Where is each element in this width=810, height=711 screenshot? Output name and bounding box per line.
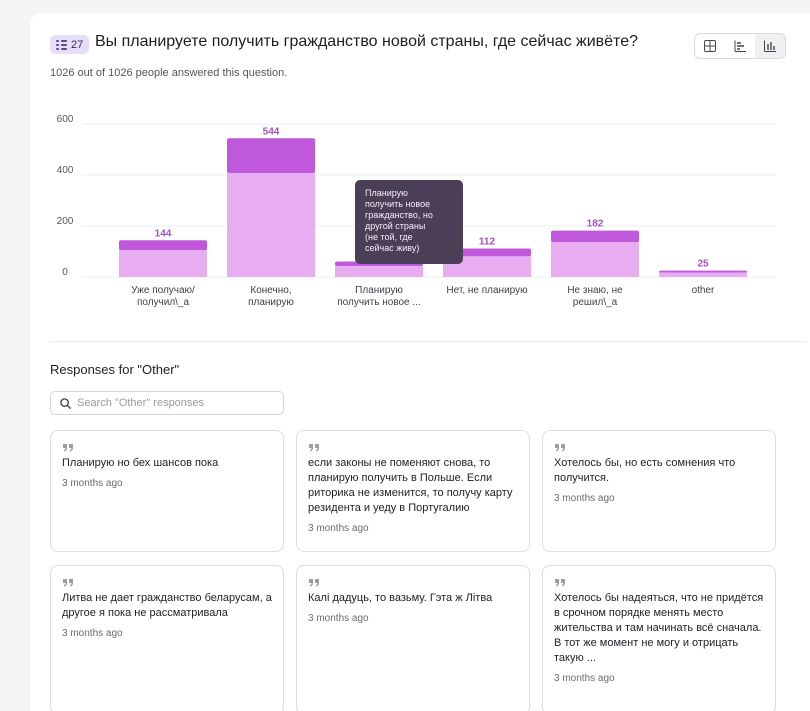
x-tick-label: получил\_а: [137, 297, 190, 308]
grid-icon: [704, 40, 716, 52]
bar-segment-base: [551, 242, 639, 277]
response-card: Планирую но бех шансов пока 3 months ago: [50, 430, 284, 552]
response-time: 3 months ago: [62, 478, 123, 489]
response-text: Калі дадуць, то вазьму. Гэта ж Літва: [308, 592, 493, 604]
x-tick-label: Планирую: [355, 285, 403, 296]
response-card: Хотелось бы, но есть сомнения что получи…: [542, 430, 776, 552]
quote-icon: [309, 444, 319, 452]
bar-tooltip: Планирую получить новое гражданство, но …: [355, 180, 463, 264]
y-tick-label: 200: [57, 216, 74, 227]
bar-segment-base: [119, 250, 207, 277]
bar-segment-highlight: [659, 270, 747, 273]
quote-icon: [309, 579, 319, 587]
response-text: если законы не поменяют снова, то планир…: [308, 457, 513, 514]
view-vertical-bar-button[interactable]: [755, 34, 785, 58]
responses-title: Responses for "Other": [50, 362, 180, 377]
x-tick-label: Уже получаю/: [131, 285, 195, 296]
view-horizontal-bar-button[interactable]: [725, 34, 755, 58]
response-time: 3 months ago: [62, 628, 123, 639]
bar-segment-highlight: [551, 230, 639, 243]
data-label: 144: [155, 228, 172, 239]
data-label: 25: [697, 259, 709, 270]
response-time: 3 months ago: [554, 673, 615, 684]
tooltip-line: (не той, где: [365, 232, 413, 242]
response-card: Калі дадуць, то вазьму. Гэта ж Літва 3 m…: [296, 565, 530, 711]
tooltip-line: Планирую: [365, 188, 408, 198]
x-tick-label: Нет, не планирую: [446, 285, 528, 296]
list-icon: [56, 39, 67, 50]
tooltip-line: получить новое: [365, 199, 431, 209]
data-label: 544: [263, 126, 280, 137]
x-tick-label: получить новое ...: [337, 297, 420, 308]
quote-icon: [63, 444, 73, 452]
tooltip-line: гражданство, но: [365, 210, 433, 220]
response-text: Хотелось бы, но есть сомнения что получи…: [554, 457, 736, 484]
bar-segment-highlight: [443, 248, 531, 257]
tooltip-line: сейчас живу): [365, 243, 420, 253]
quote-icon: [63, 579, 73, 587]
bar[interactable]: [659, 270, 747, 277]
bar-vertical-icon: [764, 40, 776, 52]
response-time: 3 months ago: [554, 493, 615, 504]
response-text: Литва не дает гражданство беларусам, а д…: [62, 592, 272, 619]
bar-segment-highlight: [119, 240, 207, 251]
question-header: 27 Вы планируете получить гражданство но…: [50, 33, 786, 59]
bar-segment-base: [443, 256, 531, 277]
view-table-button[interactable]: [695, 34, 725, 58]
bar[interactable]: [119, 240, 207, 277]
bar-horizontal-icon: [734, 40, 746, 52]
y-tick-label: 400: [57, 165, 74, 176]
response-time: 3 months ago: [308, 523, 369, 534]
question-card: 27 Вы планируете получить гражданство но…: [30, 13, 810, 711]
answered-count: 1026 out of 1026 people answered this qu…: [50, 67, 288, 79]
question-title: Вы планируете получить гражданство новой…: [95, 33, 638, 50]
bar-chart: 0 200 400 600 144 Уже получаю/получил\_а 544 Ко…: [57, 114, 776, 308]
bar-segment-highlight: [227, 138, 315, 173]
section-divider: [50, 341, 806, 342]
bar[interactable]: [227, 138, 315, 277]
response-card: Литва не дает гражданство беларусам, а д…: [50, 565, 284, 711]
x-tick-label: Не знаю, не: [567, 285, 623, 296]
data-label: 112: [479, 236, 496, 247]
x-tick-label: решил\_а: [573, 297, 618, 308]
question-type-badge: 27: [50, 35, 90, 54]
quote-icon: [555, 444, 565, 452]
badge-count: 27: [71, 38, 84, 51]
response-text: Хотелось бы надеяться, что не придётся в…: [554, 592, 764, 664]
bar-segment-base: [659, 272, 747, 277]
bar[interactable]: [443, 248, 531, 277]
x-tick-label: планирую: [248, 297, 294, 308]
tooltip-line: другой страны: [365, 221, 426, 231]
y-tick-label: 0: [62, 267, 68, 278]
view-toggle: [694, 33, 786, 59]
bar-segment-base: [227, 172, 315, 277]
x-tick-label: Конечно,: [250, 285, 291, 296]
search-input[interactable]: [77, 397, 267, 409]
response-card: если законы не поменяют снова, то планир…: [296, 430, 530, 552]
y-tick-label: 600: [57, 114, 74, 125]
response-time: 3 months ago: [308, 613, 369, 624]
bar[interactable]: [551, 230, 639, 277]
data-label: 182: [587, 219, 604, 230]
search-icon: [60, 397, 71, 409]
bar-segment-base: [335, 266, 423, 277]
response-card: Хотелось бы надеяться, что не придётся в…: [542, 565, 776, 711]
x-tick-label: other: [692, 285, 715, 296]
quote-icon: [555, 579, 565, 587]
response-text: Планирую но бех шансов пока: [62, 457, 219, 469]
responses-search: [50, 391, 284, 415]
